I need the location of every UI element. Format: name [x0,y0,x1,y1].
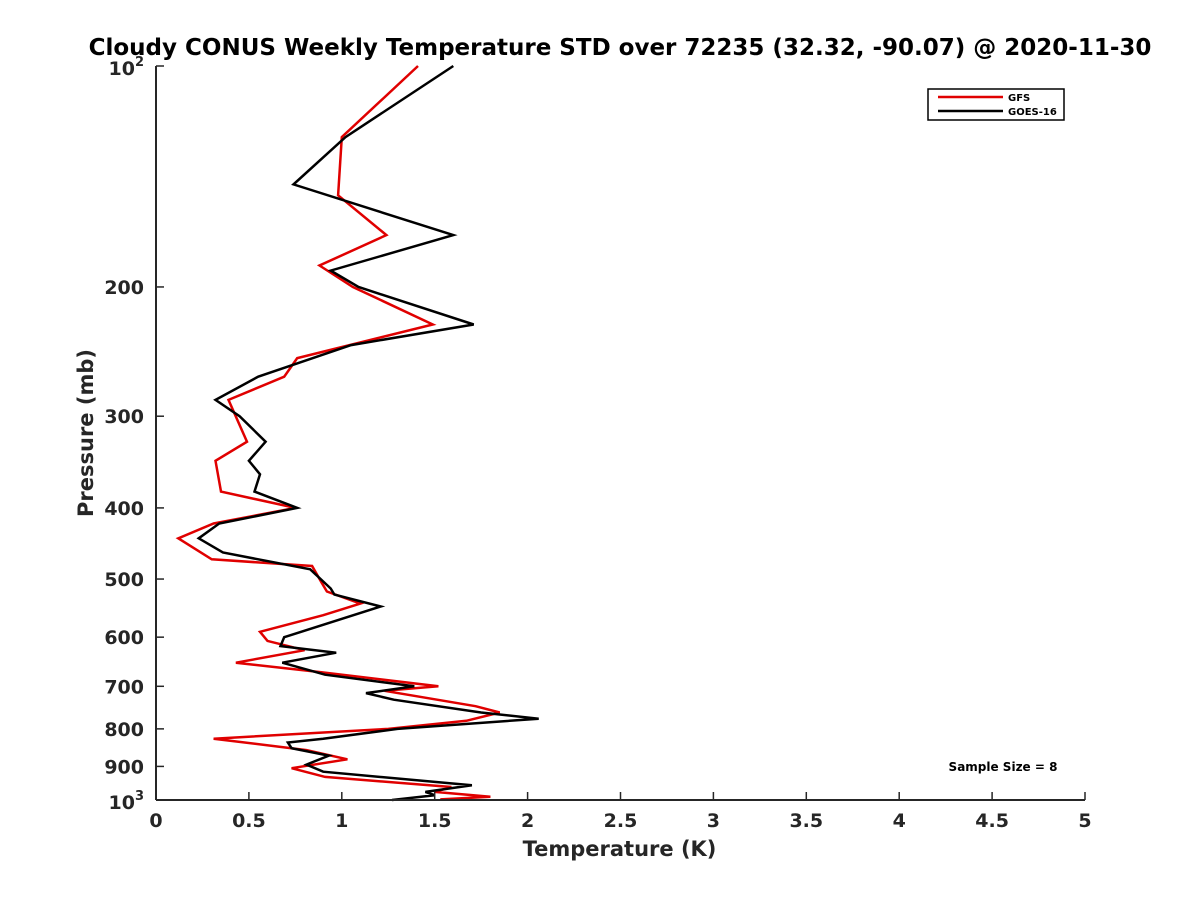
y-tick-label: 700 [104,676,144,698]
x-tick-label: 2 [521,810,534,832]
y-tick-label: 800 [104,719,144,741]
y-tick-label: 600 [104,627,144,649]
y-tick-label-base: 10 [109,58,135,80]
x-tick-label: 0.5 [232,810,266,832]
y-tick-label-exponent: 2 [135,55,144,70]
chart-title: Cloudy CONUS Weekly Temperature STD over… [89,35,1152,61]
legend: GFS GOES-16 [927,88,1065,121]
y-tick-label-exponent: 3 [135,789,144,804]
x-tick-label: 3.5 [789,810,823,832]
y-tick-label: 500 [104,569,144,591]
y-tick-label: 102 [109,55,145,80]
x-axis-ticks: 0 0.5 1 1.5 2 2.5 3 3.5 4 4.5 5 [149,792,1092,832]
x-tick-label: 1.5 [418,810,452,832]
x-tick-label: 4.5 [975,810,1009,832]
series-line-gfs [175,65,501,801]
x-tick-label: 1 [335,810,348,832]
series-line-goes16 [196,64,539,802]
x-tick-label: 2.5 [604,810,638,832]
legend-label-goes16: GOES-16 [1008,107,1057,118]
y-axis-label: Pressure (mb) [74,349,98,517]
x-axis-label: Temperature (K) [523,837,717,861]
y-tick-label: 900 [104,756,144,778]
x-tick-label: 4 [893,810,906,832]
x-tick-label: 3 [707,810,720,832]
y-tick-label: 300 [104,406,144,428]
x-tick-label: 0 [149,810,162,832]
y-tick-label: 103 [109,789,145,814]
y-tick-label: 200 [104,277,144,299]
sample-size-annotation: Sample Size = 8 [949,760,1058,774]
series-layer [175,64,539,802]
legend-label-gfs: GFS [1008,93,1030,104]
x-tick-label: 5 [1078,810,1091,832]
legend-box [927,88,1065,121]
y-tick-label-base: 10 [109,792,135,814]
y-tick-label: 400 [104,498,144,520]
